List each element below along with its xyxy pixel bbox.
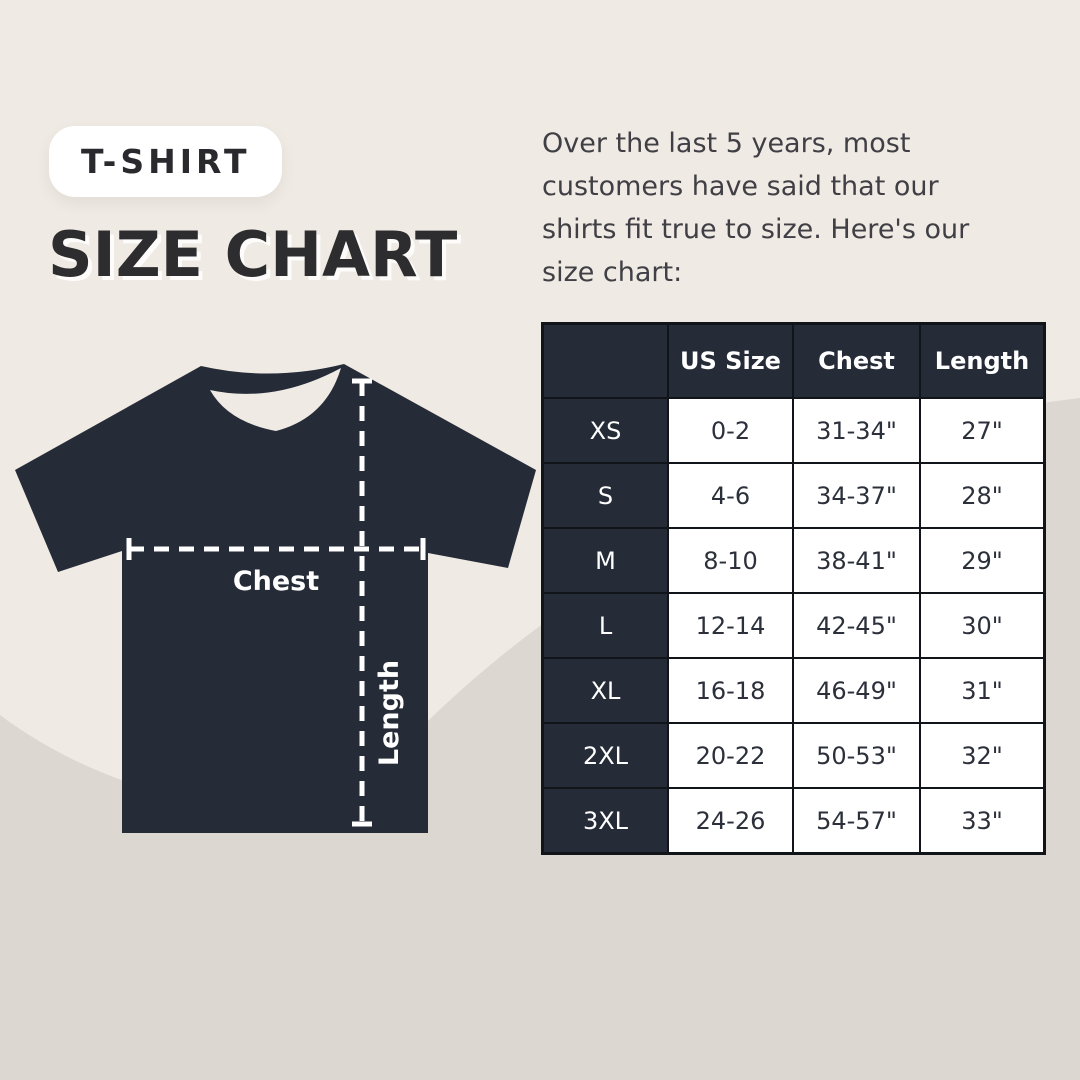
us-size-value: 0-2 [667,397,794,464]
size-label: L [541,592,669,659]
chest-label: Chest [233,566,319,597]
intro-text: Over the last 5 years, most customers ha… [542,128,970,288]
size-label: S [541,462,669,529]
size-label: M [541,527,669,594]
tshirt-diagram: Chest Length [15,364,536,833]
table-row-3xl: 3XL 24-26 54-57" 33" [541,787,1046,855]
length-value: 28" [919,462,1046,529]
us-size-value: 24-26 [667,787,794,855]
us-size-value: 12-14 [667,592,794,659]
size-label: 3XL [541,787,669,855]
table-row-xl: XL 16-18 46-49" 31" [541,657,1046,724]
size-label: XS [541,397,669,464]
page-title: SIZE CHART [48,218,458,291]
table-row-xs: XS 0-2 31-34" 27" [541,397,1046,464]
header-cell-chest: Chest [792,322,921,399]
tshirt-icon [15,364,536,833]
tshirt-badge-label: T-SHIRT [81,142,251,181]
table-row-2xl: 2XL 20-22 50-53" 32" [541,722,1046,789]
size-label: XL [541,657,669,724]
size-table-header: US Size Chest Length [541,322,1046,399]
chest-value: 50-53" [792,722,921,789]
us-size-value: 8-10 [667,527,794,594]
chest-value: 38-41" [792,527,921,594]
us-size-value: 20-22 [667,722,794,789]
chest-value: 54-57" [792,787,921,855]
chest-value: 34-37" [792,462,921,529]
length-measure-line [352,378,372,827]
length-value: 27" [919,397,1046,464]
length-value: 31" [919,657,1046,724]
chest-value: 46-49" [792,657,921,724]
size-table: US Size Chest Length XS 0-2 31-34" 27" S… [541,322,1046,855]
chest-value: 31-34" [792,397,921,464]
chest-measure-line [126,538,426,560]
length-value: 33" [919,787,1046,855]
us-size-value: 16-18 [667,657,794,724]
table-row-l: L 12-14 42-45" 30" [541,592,1046,659]
us-size-value: 4-6 [667,462,794,529]
table-row-s: S 4-6 34-37" 28" [541,462,1046,529]
header-row: US Size Chest Length [541,322,1046,399]
length-label: Length [374,660,405,766]
header-cell-us-size: US Size [667,322,794,399]
header-cell-blank [541,322,669,399]
length-value: 29" [919,527,1046,594]
length-value: 32" [919,722,1046,789]
header-cell-length: Length [919,322,1046,399]
chest-value: 42-45" [792,592,921,659]
table-row-m: M 8-10 38-41" 29" [541,527,1046,594]
tshirt-badge: T-SHIRT [49,126,283,197]
size-label: 2XL [541,722,669,789]
length-value: 30" [919,592,1046,659]
neckline-cutout [210,368,341,431]
